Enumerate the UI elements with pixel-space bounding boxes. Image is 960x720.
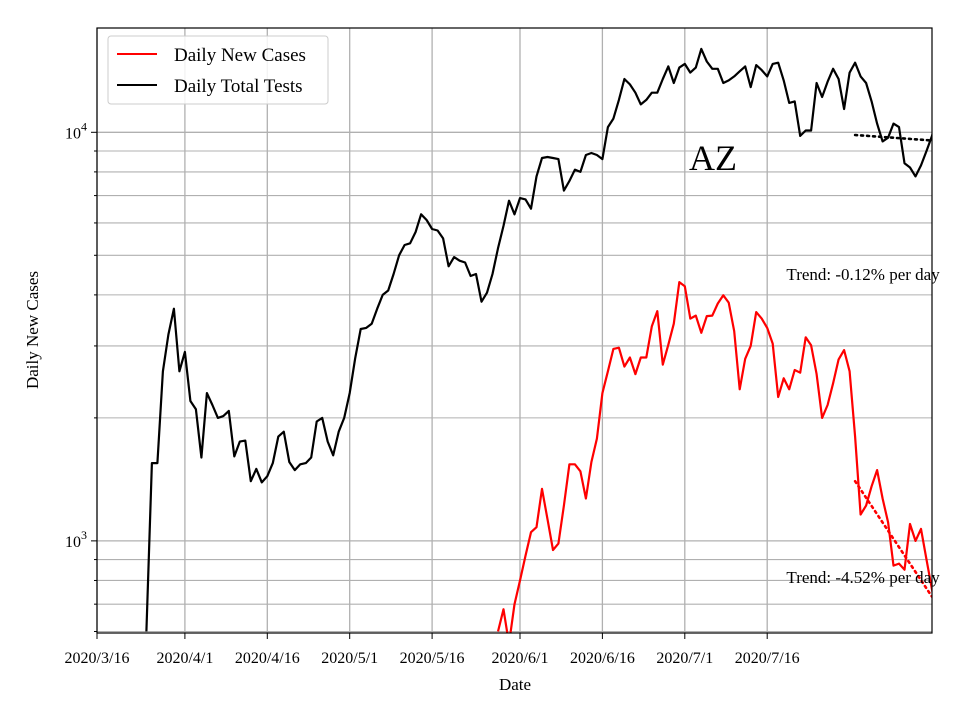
plot-frame bbox=[96, 27, 933, 634]
x-tick-label: 2020/7/16 bbox=[735, 650, 800, 667]
x-axis-label: Date bbox=[499, 675, 531, 694]
state-label: AZ bbox=[689, 138, 737, 178]
annotations: Trend: -0.12% per day Trend: -4.52% per d… bbox=[786, 265, 940, 587]
tests-trend-annotation: Trend: -0.12% per day bbox=[786, 265, 940, 284]
daily-new-cases-line bbox=[496, 281, 932, 633]
x-tick-label: 2020/5/1 bbox=[321, 650, 378, 667]
daily-total-tests-line bbox=[145, 47, 932, 632]
y-axis-label: Daily New Cases bbox=[23, 271, 42, 389]
cases-trend-annotation: Trend: -4.52% per day bbox=[786, 568, 940, 587]
legend-label-daily-new-cases: Daily New Cases bbox=[174, 45, 306, 66]
x-tick-label: 2020/6/16 bbox=[570, 650, 635, 667]
x-tick-label: 2020/4/1 bbox=[156, 650, 213, 667]
tests-trend-line bbox=[853, 133, 932, 142]
legend-label-daily-total-tests: Daily Total Tests bbox=[174, 76, 303, 97]
cases-trend-line bbox=[853, 479, 932, 599]
x-tick-label: 2020/3/16 bbox=[65, 650, 130, 667]
axis-ticks: 2020/3/16 2020/4/1 2020/4/16 2020/5/1 2020/5… bbox=[65, 119, 800, 667]
y-tick-label: 103 bbox=[65, 528, 87, 551]
grid-lines bbox=[96, 28, 932, 633]
x-tick-label: 2020/5/16 bbox=[400, 650, 465, 667]
legend: Daily New Cases Daily Total Tests bbox=[107, 35, 329, 105]
legend-box bbox=[107, 35, 329, 105]
y-tick-label: 104 bbox=[65, 119, 87, 142]
x-tick-label: 2020/6/1 bbox=[492, 650, 549, 667]
x-tick-label: 2020/7/1 bbox=[656, 650, 713, 667]
series-group bbox=[145, 47, 932, 633]
x-tick-label: 2020/4/16 bbox=[235, 650, 300, 667]
